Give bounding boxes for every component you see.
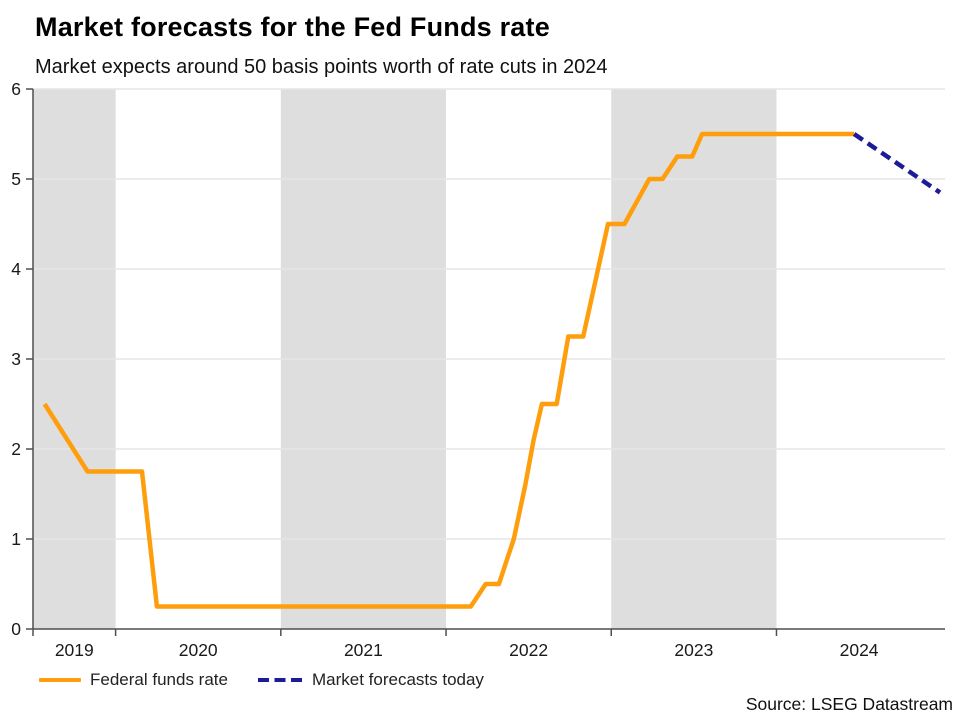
x-tick-label: 2022 <box>509 640 548 660</box>
y-tick-label: 1 <box>11 529 21 549</box>
solid-line-swatch-icon <box>39 678 81 682</box>
x-tick-label: 2023 <box>674 640 713 660</box>
y-tick-label: 0 <box>11 619 21 639</box>
series-market-forecasts-today <box>852 132 942 195</box>
x-tick-label: 2024 <box>840 640 879 660</box>
x-tick-label: 2019 <box>55 640 94 660</box>
source-note: Source: LSEG Datastream <box>745 694 953 714</box>
y-tick-label: 5 <box>11 169 21 189</box>
y-tick-label: 4 <box>11 259 21 279</box>
chart-subtitle: Market expects around 50 basis points wo… <box>35 56 608 78</box>
x-tick-label: 2020 <box>179 640 218 660</box>
legend-item-market-forecasts: Market forecasts today <box>257 670 484 690</box>
legend-label: Market forecasts today <box>311 670 484 689</box>
dashed-line-swatch-icon <box>257 678 303 682</box>
x-tick-label: 2021 <box>344 640 383 660</box>
y-tick-label: 6 <box>11 79 21 99</box>
series-federal-funds-rate <box>42 131 855 609</box>
legend-item-federal-funds-rate: Federal funds rate <box>39 670 228 690</box>
legend: Federal funds rate Market forecasts toda… <box>39 670 484 690</box>
y-tick-label: 2 <box>11 439 21 459</box>
legend-label: Federal funds rate <box>90 670 228 689</box>
y-tick-label: 3 <box>11 349 21 369</box>
chart-title: Market forecasts for the Fed Funds rate <box>35 12 550 42</box>
